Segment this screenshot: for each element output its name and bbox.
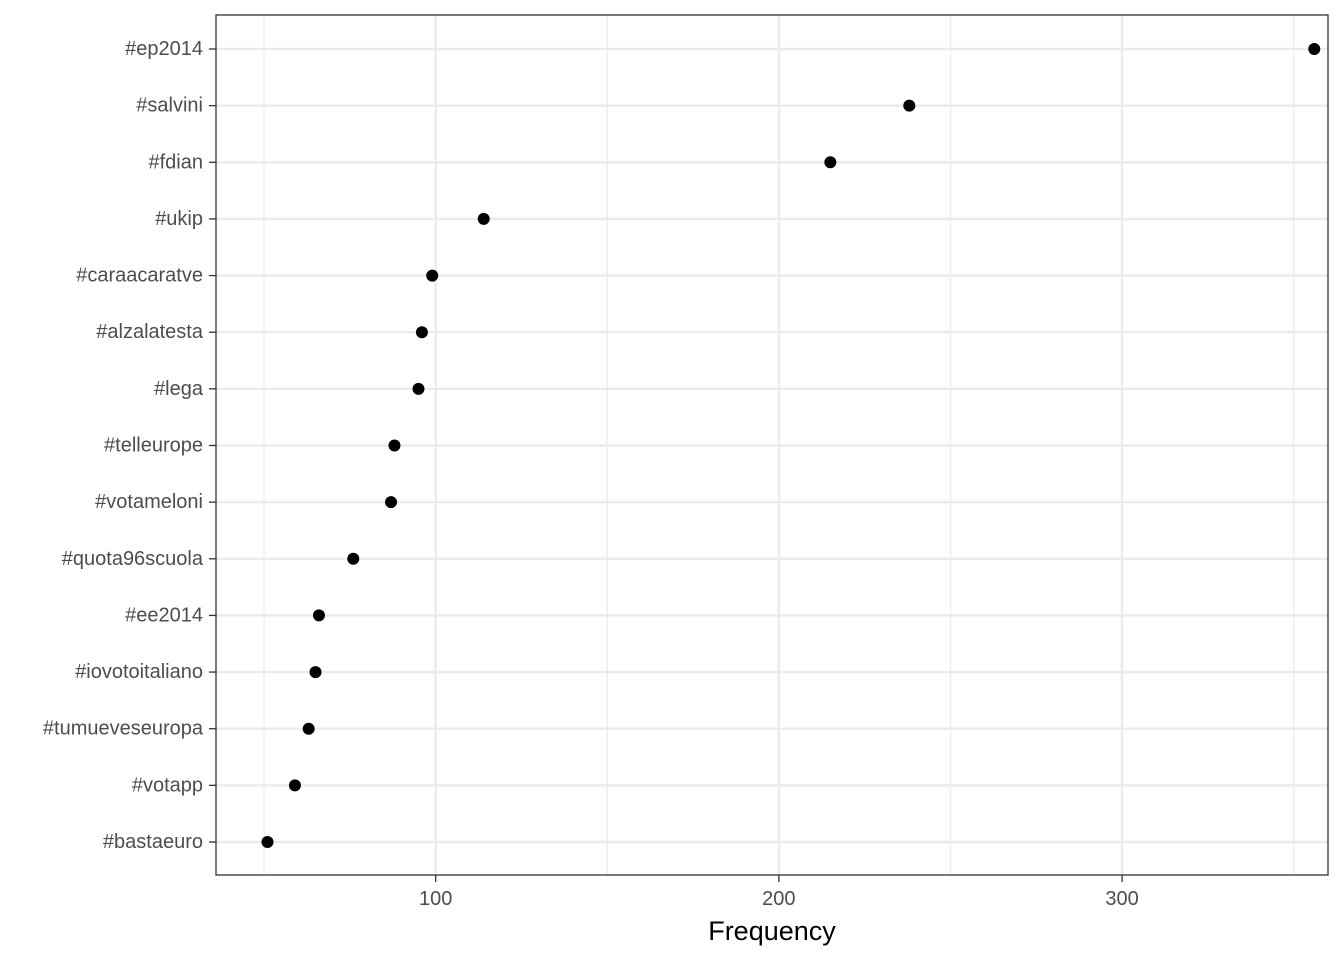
y-tick-label: #alzalatesta <box>96 321 204 343</box>
data-point <box>288 779 301 792</box>
data-point <box>385 496 398 509</box>
x-tick-label: 200 <box>762 888 795 910</box>
data-point <box>477 212 490 225</box>
y-tick-label: #votapp <box>132 774 203 796</box>
data-point <box>302 722 315 735</box>
y-tick-label: #fdian <box>149 151 204 173</box>
y-tick-label: #ep2014 <box>125 38 203 60</box>
data-point <box>388 439 401 452</box>
y-tick-label: #tumueveseuropa <box>43 718 204 740</box>
y-tick-label: #ee2014 <box>125 604 203 626</box>
data-point <box>824 156 837 169</box>
data-point <box>312 609 325 622</box>
y-tick-label: #salvini <box>136 95 203 117</box>
data-point <box>261 836 274 848</box>
data-point <box>347 552 360 565</box>
y-axis: #ep2014 #salvini #fdian #ukip #caraacaratve #… <box>43 38 216 853</box>
data-point <box>1308 43 1321 55</box>
x-tick-label: 300 <box>1105 888 1138 910</box>
data-point <box>309 666 322 679</box>
y-tick-label: #ukip <box>155 208 203 230</box>
y-tick-label: #quota96scuola <box>62 548 204 570</box>
y-tick-label: #votameloni <box>95 491 203 513</box>
y-tick-label: #bastaeuro <box>103 831 203 853</box>
y-tick-label: #lega <box>154 378 204 400</box>
data-point <box>415 326 428 339</box>
data-point <box>412 382 425 395</box>
x-axis: 100 200 300 <box>419 875 1139 910</box>
y-tick-label: #telleurope <box>104 435 203 457</box>
data-points <box>261 43 1321 848</box>
y-tick-label: #caraacaratve <box>76 265 203 287</box>
y-tick-label: #iovotoitaliano <box>75 661 203 683</box>
data-point <box>426 269 439 282</box>
data-point <box>903 99 916 112</box>
x-tick-label: 100 <box>419 888 452 910</box>
x-axis-title: Frequency <box>708 916 836 946</box>
major-gridlines <box>216 15 1328 875</box>
